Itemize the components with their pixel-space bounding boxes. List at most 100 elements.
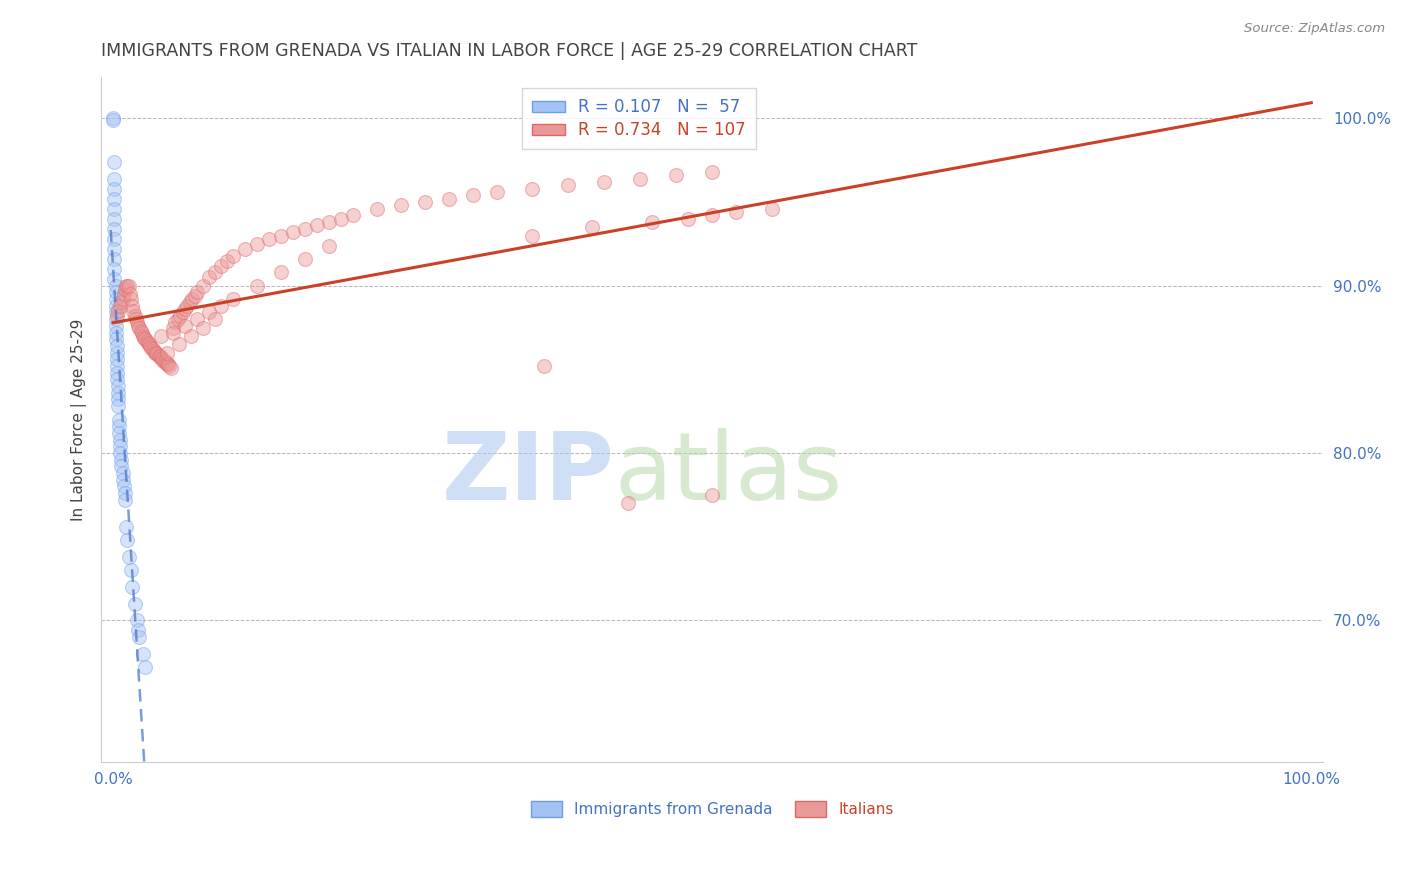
Point <box>132 329 155 343</box>
Point <box>179 295 201 310</box>
Point <box>108 419 131 434</box>
Point <box>522 182 544 196</box>
Point <box>107 399 129 413</box>
Point <box>172 305 194 319</box>
Point <box>155 356 177 370</box>
Point <box>141 341 163 355</box>
Point <box>105 372 128 386</box>
Point <box>131 326 153 340</box>
Point <box>103 182 125 196</box>
Point <box>222 292 245 306</box>
Point <box>294 222 316 236</box>
Point <box>103 171 125 186</box>
Point <box>174 318 197 333</box>
Point <box>142 343 165 358</box>
Point <box>146 347 169 361</box>
Point <box>665 169 688 183</box>
Point <box>204 312 226 326</box>
Point <box>127 624 149 638</box>
Point <box>103 232 125 246</box>
Point <box>135 334 157 348</box>
Point <box>103 155 125 169</box>
Point <box>617 496 640 510</box>
Point <box>156 357 179 371</box>
Point <box>162 326 184 340</box>
Point <box>120 292 142 306</box>
Point <box>101 113 124 128</box>
Point <box>725 205 748 219</box>
Point <box>132 647 155 661</box>
Point <box>105 352 128 367</box>
Text: IMMIGRANTS FROM GRENADA VS ITALIAN IN LABOR FORCE | AGE 25-29 CORRELATION CHART: IMMIGRANTS FROM GRENADA VS ITALIAN IN LA… <box>101 42 918 60</box>
Point <box>389 198 412 212</box>
Point <box>148 349 170 363</box>
Point <box>121 580 143 594</box>
Point <box>110 439 132 453</box>
Point <box>104 312 127 326</box>
Point <box>107 392 129 407</box>
Point <box>107 385 129 400</box>
Point <box>628 171 651 186</box>
Point <box>121 299 143 313</box>
Point <box>142 343 165 357</box>
Point <box>112 287 135 301</box>
Point <box>104 285 127 300</box>
Point <box>103 211 125 226</box>
Point <box>257 232 280 246</box>
Point <box>101 112 124 126</box>
Point <box>581 220 603 235</box>
Point <box>111 473 134 487</box>
Point <box>191 320 214 334</box>
Point <box>461 188 484 202</box>
Point <box>145 345 167 359</box>
Point <box>103 242 125 256</box>
Point <box>125 312 148 326</box>
Point <box>134 332 156 346</box>
Point <box>136 335 159 350</box>
Point <box>485 185 508 199</box>
Point <box>107 379 129 393</box>
Point <box>270 228 292 243</box>
Point <box>198 305 221 319</box>
Point <box>270 265 292 279</box>
Point <box>159 360 181 375</box>
Point <box>246 278 269 293</box>
Point <box>702 209 724 223</box>
Point <box>105 366 128 380</box>
Point <box>522 228 544 243</box>
Point <box>120 563 142 577</box>
Point <box>153 354 176 368</box>
Point <box>366 202 388 216</box>
Text: atlas: atlas <box>614 428 842 520</box>
Point <box>198 270 221 285</box>
Point <box>143 345 166 359</box>
Point <box>103 252 125 266</box>
Point <box>108 412 131 426</box>
Point <box>110 433 132 447</box>
Point <box>104 299 127 313</box>
Point <box>105 345 128 359</box>
Point <box>318 215 340 229</box>
Point <box>103 222 125 236</box>
Point <box>105 359 128 373</box>
Point <box>181 292 204 306</box>
Point <box>186 312 208 326</box>
Point <box>169 309 191 323</box>
Point <box>413 195 436 210</box>
Point <box>761 202 783 216</box>
Point <box>533 359 555 373</box>
Point <box>104 332 127 346</box>
Point <box>152 354 174 368</box>
Point <box>209 259 232 273</box>
Point <box>112 479 135 493</box>
Point <box>149 349 172 363</box>
Point <box>134 660 156 674</box>
Point <box>103 272 125 286</box>
Point <box>107 303 129 318</box>
Point <box>124 309 146 323</box>
Legend: Immigrants from Grenada, Italians: Immigrants from Grenada, Italians <box>524 795 900 823</box>
Point <box>115 278 138 293</box>
Point <box>110 295 132 310</box>
Point <box>678 211 700 226</box>
Point <box>118 287 141 301</box>
